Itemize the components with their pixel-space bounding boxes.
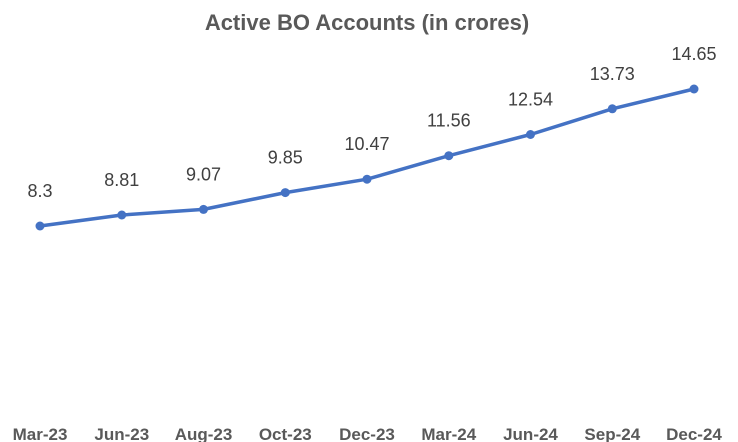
data-label: 13.73 [590,64,635,84]
data-point [362,174,372,184]
data-label: 9.85 [268,148,303,168]
series-line [38,87,696,228]
data-point [607,104,617,114]
x-tick-label: Dec-24 [666,425,722,442]
data-point [117,210,127,220]
x-tick-label: Aug-23 [175,425,233,442]
data-label: 9.07 [186,164,221,184]
x-tick-label: Dec-23 [339,425,395,442]
x-tick-label: Sep-24 [584,425,640,442]
x-tick-label: Mar-24 [421,425,476,442]
data-point [689,84,699,94]
x-tick-label: Jun-23 [94,425,149,442]
data-label: 8.3 [27,181,52,201]
data-point [35,221,45,231]
data-label: 12.54 [508,90,553,110]
data-point [280,188,290,198]
data-label: 8.81 [104,170,139,190]
x-axis-tick-labels: Mar-23 Jun-23 Aug-23 Oct-23 Dec-23 Mar-24 Jun-… [13,425,723,442]
x-tick-label: Jun-24 [503,425,558,442]
data-point [526,130,535,139]
data-label: 14.65 [671,44,716,64]
x-tick-label: Oct-23 [259,425,312,442]
data-label: 11.56 [427,111,471,131]
data-point [199,204,208,214]
chart-title: Active BO Accounts (in crores) [205,10,529,35]
series-layer [35,84,699,231]
data-point [444,151,454,161]
data-labels-layer: 8.3 8.81 9.07 9.85 10.47 11.56 12.54 13.73 14.65 [27,44,716,201]
data-label: 10.47 [344,134,389,154]
x-tick-label: Mar-23 [13,425,68,442]
